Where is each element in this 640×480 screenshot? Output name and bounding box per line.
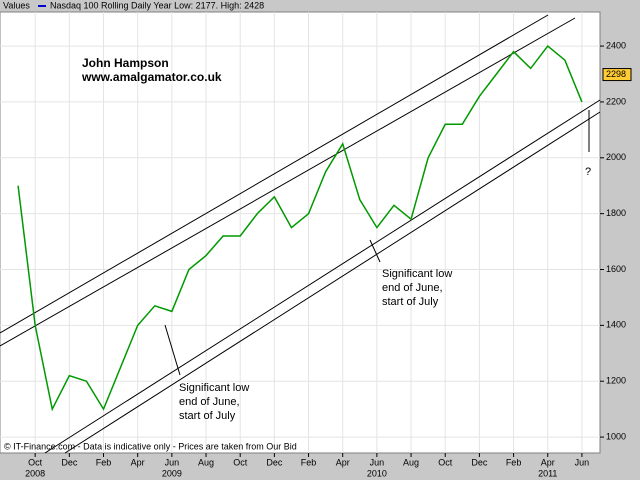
x-tick-label: Oct	[438, 457, 453, 467]
year-label: 2010	[367, 468, 387, 478]
pointer	[369, 239, 381, 263]
x-tick-label: Dec	[471, 457, 488, 467]
x-tick-label: Dec	[266, 457, 283, 467]
y-tick-label: 2000	[606, 152, 626, 162]
x-tick-label: Apr	[336, 457, 350, 467]
annotation: start of July	[179, 410, 236, 422]
y-tick-label: 2200	[606, 96, 626, 106]
y-tick-label: 1200	[606, 376, 626, 386]
y-tick-label: 1000	[606, 431, 626, 441]
author: John Hampson	[82, 56, 169, 70]
x-tick-label: Aug	[403, 457, 419, 467]
x-tick-label: Apr	[541, 457, 555, 467]
annotation: Significant low	[179, 382, 249, 394]
x-tick-label: Jun	[575, 457, 590, 467]
annotation: end of June,	[179, 396, 240, 408]
annotation: start of July	[382, 296, 439, 308]
channel-lines	[0, 14, 601, 454]
x-tick-label: Jun	[370, 457, 385, 467]
pointer	[164, 324, 181, 376]
x-tick-label: Feb	[506, 457, 522, 467]
x-tick-label: Feb	[301, 457, 317, 467]
x-tick-label: Apr	[131, 457, 145, 467]
question-mark: ?	[585, 166, 591, 178]
chart-title: Nasdaq 100 Rolling Daily Year Low: 2177.…	[50, 0, 264, 10]
last-value-label: 2298	[606, 69, 626, 79]
y-tick-label: 1400	[606, 320, 626, 330]
website: www.amalgamator.co.uk	[81, 70, 222, 84]
x-tick-label: Dec	[61, 457, 78, 467]
x-tick-label: Oct	[233, 457, 248, 467]
plot-area	[0, 11, 601, 454]
y-tick-label: 1600	[606, 264, 626, 274]
annotation: end of June,	[382, 282, 443, 294]
last-value-box	[602, 68, 632, 82]
x-tick-label: Aug	[198, 457, 214, 467]
x-tick-label: Jun	[165, 457, 180, 467]
y-tick-label: 2400	[606, 40, 626, 50]
year-label: 2011	[538, 468, 557, 478]
legend-label: Values	[3, 0, 30, 10]
x-tick-label: Feb	[96, 457, 112, 467]
annotation: Significant low	[382, 268, 452, 280]
year-label: 2008	[25, 468, 45, 478]
year-label: 2009	[162, 468, 182, 478]
footer: © IT-Finance.com - Data is indicative on…	[4, 441, 297, 451]
y-tick-label: 1800	[606, 208, 626, 218]
x-tick-label: Oct	[28, 457, 43, 467]
price-line	[17, 45, 583, 412]
